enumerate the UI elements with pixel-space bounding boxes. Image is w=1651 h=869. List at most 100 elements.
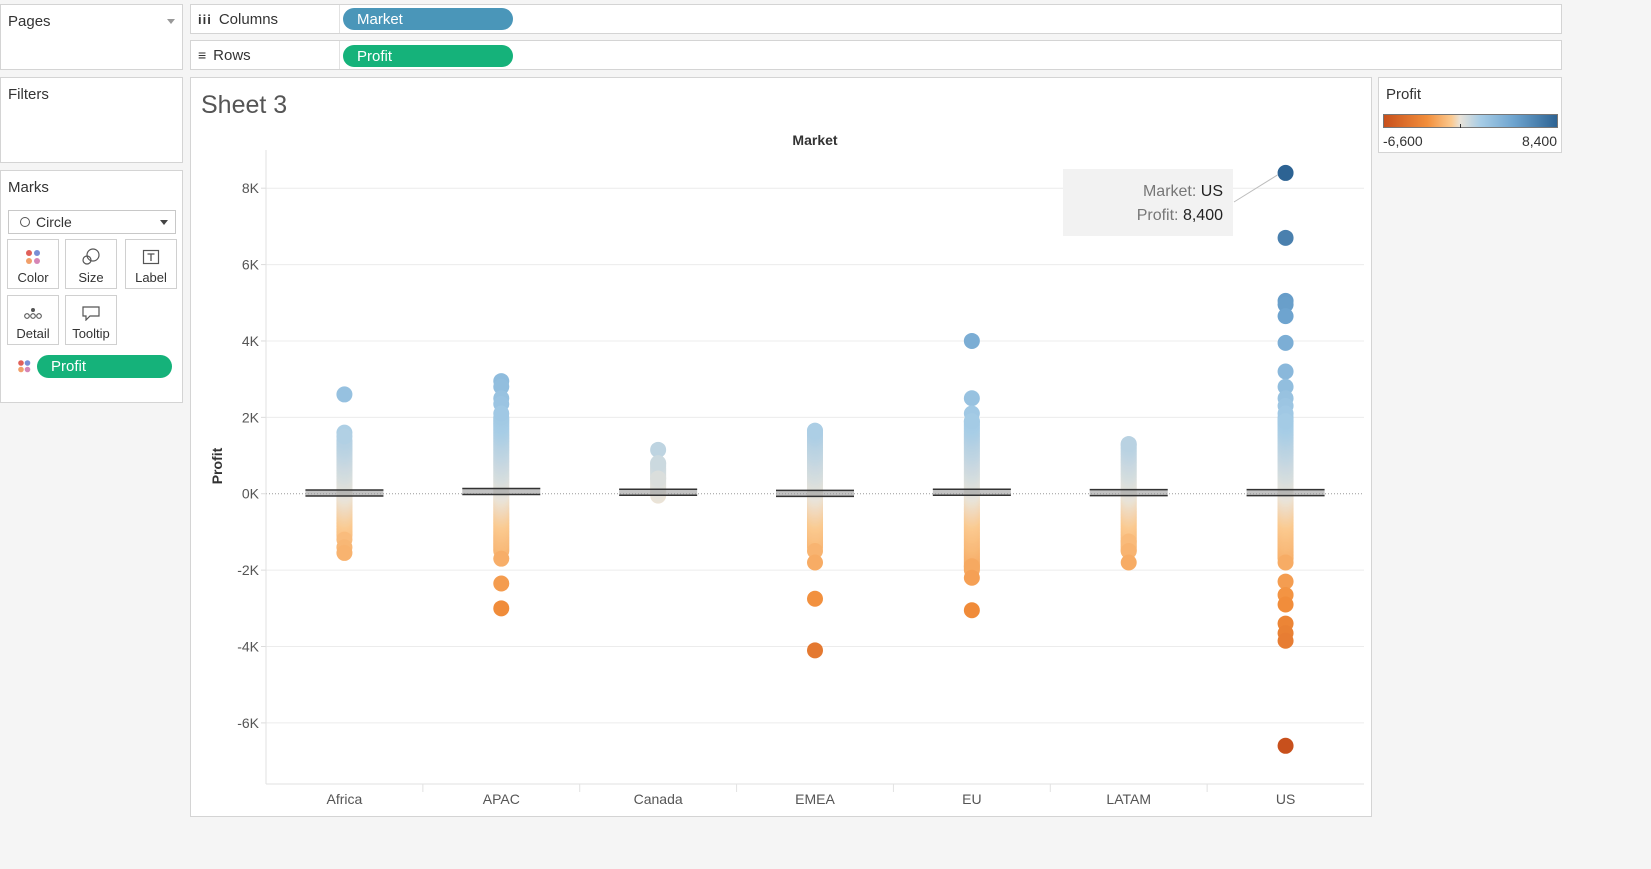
data-point — [1277, 573, 1294, 590]
data-point — [493, 550, 510, 567]
data-point — [963, 602, 980, 619]
mark-type-label: Circle — [36, 214, 72, 230]
data-point — [1277, 363, 1294, 380]
columns-shelf: iii Columns Market — [190, 4, 1562, 34]
marks-title: Marks — [8, 179, 49, 196]
color-button[interactable]: Color — [7, 239, 59, 289]
data-point — [1277, 308, 1294, 325]
size-icon — [66, 247, 116, 267]
columns-label: Columns — [218, 10, 279, 28]
pages-dropdown-icon[interactable] — [167, 19, 175, 24]
data-point — [1277, 737, 1294, 754]
columns-market-pill-label: Market — [357, 10, 403, 28]
mark-type-dropdown[interactable]: Circle — [8, 210, 176, 234]
filters-panel[interactable]: Filters — [0, 77, 183, 163]
data-point — [1277, 554, 1294, 571]
mean-box — [776, 490, 854, 497]
data-point — [336, 428, 353, 445]
text-label-icon — [126, 247, 176, 267]
rows-shelf-header: ≡ Rows — [198, 41, 251, 69]
size-button[interactable]: Size — [65, 239, 117, 289]
x-tick-label: Africa — [327, 791, 363, 807]
sheet-title: Sheet 3 — [201, 91, 288, 119]
pages-title: Pages — [8, 13, 51, 30]
rows-icon: ≡ — [198, 47, 207, 63]
data-point — [963, 413, 980, 430]
data-point — [1277, 378, 1294, 395]
y-tick-label: 2K — [242, 409, 260, 425]
tooltip-label: Tooltip — [72, 326, 110, 341]
x-tick-label: Canada — [634, 791, 683, 807]
data-point — [807, 590, 823, 607]
rows-shelf: ≡ Rows Profit — [190, 40, 1562, 70]
color-profit-pill[interactable]: Profit — [37, 355, 172, 378]
x-tick-label: LATAM — [1106, 791, 1151, 807]
mean-box — [462, 488, 541, 495]
color-label: Color — [17, 270, 49, 285]
marks-panel: Marks Circle Color Size Label Detail Too… — [0, 170, 183, 403]
y-tick-label: -4K — [237, 639, 259, 655]
columns-market-pill[interactable]: Market — [343, 8, 513, 30]
data-point — [336, 386, 353, 403]
data-point — [493, 378, 510, 395]
data-point — [963, 569, 980, 586]
data-point — [963, 390, 980, 407]
tooltip-market-value: US — [1200, 183, 1223, 200]
mean-box — [619, 489, 698, 496]
legend-gradient-bar[interactable] — [1383, 114, 1558, 128]
data-point — [336, 544, 353, 561]
detail-icon — [8, 303, 58, 323]
color-profit-pill-label: Profit — [51, 358, 87, 375]
pages-panel: Pages — [0, 4, 183, 70]
y-axis-title: Profit — [209, 447, 225, 484]
y-tick-label: 6K — [242, 257, 260, 273]
profit-by-market-chart: Market Profit -6K -4K -2K 0K 2K 4K 6K 8K Africa A… — [209, 132, 1364, 807]
data-point — [1120, 543, 1137, 560]
color-icon — [8, 247, 58, 267]
data-point — [650, 455, 667, 472]
filters-title: Filters — [8, 86, 49, 103]
rows-profit-pill-label: Profit — [357, 47, 393, 65]
profit-legend: Profit -6,600 8,400 — [1378, 77, 1562, 153]
y-tick-label: 4K — [242, 333, 260, 349]
tooltip-profit-line: Profit: 8,400 — [1063, 204, 1223, 228]
y-tick-label: -2K — [237, 562, 259, 578]
data-point — [807, 642, 823, 659]
y-tick-label: 8K — [242, 180, 260, 196]
tooltip-button[interactable]: Tooltip — [65, 295, 117, 345]
data-point — [493, 405, 510, 422]
data-point — [1277, 334, 1294, 351]
x-tick-label: EMEA — [795, 791, 835, 807]
data-point — [493, 575, 510, 592]
data-point — [1277, 413, 1294, 430]
data-point — [807, 554, 823, 571]
x-tick-label: APAC — [483, 791, 520, 807]
circle-icon — [20, 217, 30, 227]
legend-title: Profit — [1386, 86, 1422, 103]
mean-box — [1089, 489, 1168, 496]
speech-bubble-icon — [66, 303, 116, 323]
mean-box — [1246, 489, 1325, 496]
legend-min-label: -6,600 — [1383, 133, 1423, 149]
data-point — [807, 422, 823, 439]
rows-profit-pill[interactable]: Profit — [343, 45, 513, 67]
data-point — [1120, 554, 1137, 571]
label-button[interactable]: Label — [125, 239, 177, 289]
data-point — [650, 470, 667, 487]
label-label: Label — [135, 270, 167, 285]
data-point — [963, 558, 980, 575]
tooltip-leader-line — [1233, 174, 1278, 203]
data-point — [650, 441, 667, 458]
tooltip-market-label: Market: — [1142, 183, 1197, 200]
data-point — [493, 600, 510, 617]
data-point — [1277, 296, 1294, 313]
detail-button[interactable]: Detail — [7, 295, 59, 345]
tooltip: Market: US Profit: 8,400 — [1063, 169, 1233, 236]
tooltip-profit-label: Profit: — [1136, 207, 1179, 224]
size-label: Size — [78, 270, 104, 285]
data-point — [807, 543, 823, 560]
chevron-down-icon — [160, 220, 168, 225]
data-point — [1120, 436, 1137, 453]
y-tick-label: -6K — [237, 715, 259, 731]
data-point — [1277, 632, 1294, 649]
